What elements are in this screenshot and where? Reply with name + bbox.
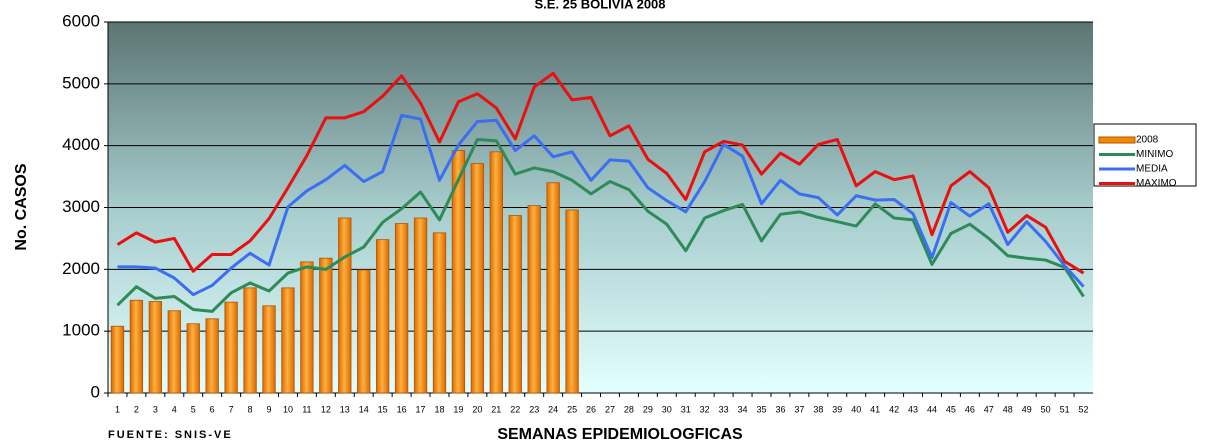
x-tick-label: 46: [965, 404, 975, 414]
bar: [300, 261, 314, 394]
bar: [319, 257, 333, 394]
x-tick-label: 9: [267, 404, 272, 414]
legend-label: MAXIMO: [1136, 178, 1177, 189]
x-tick-label: 42: [889, 404, 899, 414]
bar: [338, 217, 352, 394]
x-tick-label: 50: [1041, 404, 1051, 414]
chart-title: S.E. 25 BOLIVIA 2008: [534, 0, 665, 11]
source-note: FUENTE: SNIS-VE: [108, 429, 233, 441]
x-tick-label: 28: [624, 404, 634, 414]
x-tick-label: 48: [1003, 404, 1013, 414]
x-tick-label: 10: [283, 404, 293, 414]
bar: [413, 217, 428, 394]
x-tick-label: 2: [134, 404, 139, 414]
x-tick-label: 33: [719, 404, 729, 414]
y-tick-label: 1000: [62, 321, 100, 340]
x-tick-label: 32: [700, 404, 710, 414]
bar: [243, 287, 257, 394]
bar: [546, 182, 560, 394]
bar: [148, 301, 163, 394]
bar: [186, 323, 200, 394]
bar: [470, 163, 485, 394]
x-tick-label: 36: [775, 404, 785, 414]
x-tick-label: 27: [605, 404, 615, 414]
x-tick-label: 21: [491, 404, 501, 414]
x-tick-label: 47: [984, 404, 994, 414]
y-tick-label: 2000: [62, 259, 100, 278]
bar: [394, 223, 409, 394]
x-tick-label: 40: [851, 404, 861, 414]
x-tick-label: 44: [927, 404, 937, 414]
bar: [129, 299, 144, 394]
x-tick-label: 12: [321, 404, 331, 414]
x-tick-label: 11: [302, 404, 311, 414]
x-tick-label: 8: [248, 404, 253, 414]
line-series: [116, 137, 1085, 313]
bar: [110, 325, 125, 394]
line-series: [116, 71, 1085, 275]
bar: [262, 305, 276, 394]
x-tick-label: 5: [191, 404, 196, 414]
bar: [508, 215, 522, 394]
y-tick-label: 6000: [62, 11, 100, 30]
bar: [167, 310, 181, 394]
x-tick-label: 49: [1022, 404, 1032, 414]
x-tick-label: 26: [586, 404, 596, 414]
legend-label: MEDIA: [1136, 164, 1168, 175]
bar: [376, 239, 390, 394]
x-tick-label: 17: [416, 404, 426, 414]
bar: [527, 205, 541, 394]
x-tick-label: 51: [1060, 404, 1070, 414]
bar: [432, 232, 447, 394]
y-tick-label: 0: [91, 382, 100, 401]
x-tick-label: 14: [359, 404, 369, 414]
x-tick-label: 41: [870, 404, 880, 414]
x-tick-label: 25: [567, 404, 577, 414]
x-tick-label: 31: [681, 404, 691, 414]
bar: [357, 269, 371, 394]
x-tick-label: 30: [662, 404, 672, 414]
legend-label: 2008: [1136, 135, 1159, 146]
x-tick-label: 29: [643, 404, 653, 414]
x-tick-label: 39: [832, 404, 842, 414]
y-tick-label: 3000: [62, 197, 100, 216]
legend-label: MINIMO: [1136, 149, 1173, 160]
x-tick-label: 45: [946, 404, 956, 414]
x-tick-label: 6: [210, 404, 215, 414]
bar: [451, 150, 466, 394]
bar: [281, 287, 295, 394]
y-tick-label: 5000: [62, 73, 100, 92]
x-tick-label: 16: [397, 404, 407, 414]
x-tick-label: 20: [472, 404, 482, 414]
x-tick-label: 52: [1079, 404, 1089, 414]
bar: [205, 318, 219, 394]
y-tick-label: 4000: [62, 135, 100, 154]
x-tick-label: 15: [378, 404, 388, 414]
x-tick-label: 37: [794, 404, 804, 414]
x-tick-label: 19: [453, 404, 463, 414]
x-tick-label: 22: [510, 404, 520, 414]
line-series: [117, 113, 1085, 297]
x-tick-label: 38: [813, 404, 823, 414]
y-axis-label: No. CASOS: [13, 163, 30, 250]
x-tick-label: 4: [172, 404, 177, 414]
bar: [565, 209, 579, 394]
x-tick-label: 3: [153, 404, 158, 414]
x-tick-label: 13: [340, 404, 350, 414]
x-tick-label: 1: [115, 404, 120, 414]
x-tick-label: 23: [529, 404, 539, 414]
bar: [224, 301, 238, 394]
x-tick-label: 43: [908, 404, 918, 414]
x-tick-label: 7: [229, 404, 234, 414]
x-axis-label: SEMANAS EPIDEMIOLOGFICAS: [497, 426, 743, 443]
x-tick-label: 18: [434, 404, 444, 414]
x-tick-label: 24: [548, 404, 558, 414]
legend-swatch: [1098, 136, 1136, 144]
bar: [489, 151, 503, 394]
x-tick-label: 34: [738, 404, 748, 414]
x-tick-label: 35: [757, 404, 767, 414]
